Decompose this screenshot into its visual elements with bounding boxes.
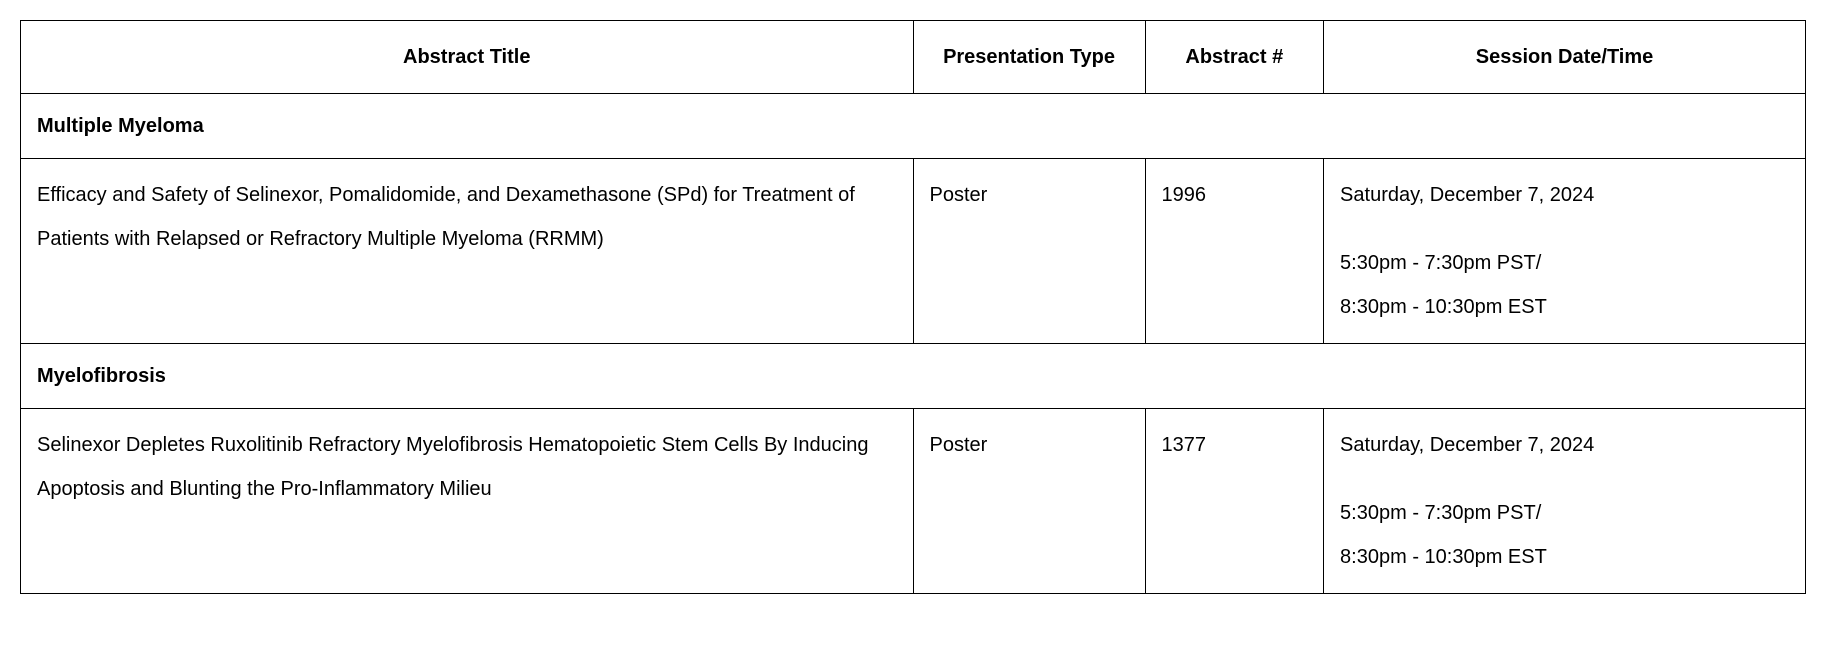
cell-session: Saturday, December 7, 2024 5:30pm - 7:30… bbox=[1324, 409, 1806, 594]
table-row: Efficacy and Safety of Selinexor, Pomali… bbox=[21, 159, 1806, 344]
table-header: Abstract Title Presentation Type Abstrac… bbox=[21, 21, 1806, 94]
header-session: Session Date/Time bbox=[1324, 21, 1806, 94]
cell-session: Saturday, December 7, 2024 5:30pm - 7:30… bbox=[1324, 159, 1806, 344]
header-abstract: Abstract # bbox=[1145, 21, 1324, 94]
cell-title: Efficacy and Safety of Selinexor, Pomali… bbox=[21, 159, 914, 344]
session-date: Saturday, December 7, 2024 bbox=[1340, 173, 1789, 217]
table-row: Selinexor Depletes Ruxolitinib Refractor… bbox=[21, 409, 1806, 594]
section-row: Myelofibrosis bbox=[21, 344, 1806, 409]
cell-title: Selinexor Depletes Ruxolitinib Refractor… bbox=[21, 409, 914, 594]
section-label: Multiple Myeloma bbox=[21, 94, 1806, 159]
session-time-est: 8:30pm - 10:30pm EST bbox=[1340, 535, 1789, 579]
header-title: Abstract Title bbox=[21, 21, 914, 94]
cell-type: Poster bbox=[913, 409, 1145, 594]
header-type: Presentation Type bbox=[913, 21, 1145, 94]
session-time-pst: 5:30pm - 7:30pm PST/ bbox=[1340, 491, 1789, 535]
section-label: Myelofibrosis bbox=[21, 344, 1806, 409]
cell-abstract: 1996 bbox=[1145, 159, 1324, 344]
cell-abstract: 1377 bbox=[1145, 409, 1324, 594]
session-time-est: 8:30pm - 10:30pm EST bbox=[1340, 285, 1789, 329]
cell-type: Poster bbox=[913, 159, 1145, 344]
section-row: Multiple Myeloma bbox=[21, 94, 1806, 159]
session-time-pst: 5:30pm - 7:30pm PST/ bbox=[1340, 241, 1789, 285]
table-body: Multiple Myeloma Efficacy and Safety of … bbox=[21, 94, 1806, 594]
abstracts-table: Abstract Title Presentation Type Abstrac… bbox=[20, 20, 1806, 594]
session-date: Saturday, December 7, 2024 bbox=[1340, 423, 1789, 467]
header-row: Abstract Title Presentation Type Abstrac… bbox=[21, 21, 1806, 94]
